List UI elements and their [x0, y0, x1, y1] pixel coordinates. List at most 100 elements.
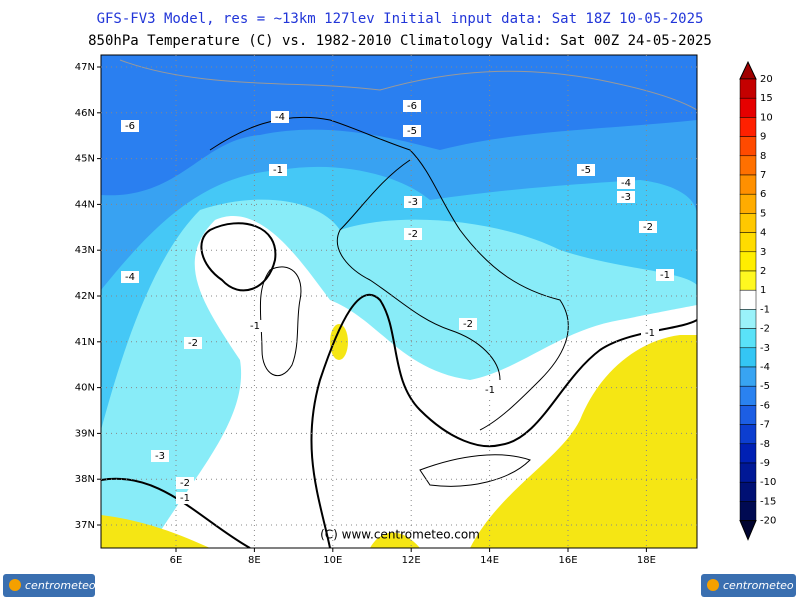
- credit: (C) www.centrometeo.com: [320, 528, 480, 542]
- lat-label: 40N: [75, 383, 95, 394]
- colorbar-cell: [739, 309, 757, 329]
- colorbar-label: 5: [760, 208, 766, 219]
- lat-label: 45N: [75, 154, 95, 165]
- colorbar-cell: [739, 136, 757, 157]
- contour-label: -2: [463, 319, 473, 330]
- colorbar-label: 6: [760, 189, 766, 200]
- header-line2: 850hPa Temperature (C) vs. 1982-2010 Cli…: [88, 33, 712, 49]
- lon-label: 10E: [323, 555, 342, 566]
- lat-label: 46N: [75, 108, 95, 119]
- lon-label: 6E: [170, 555, 183, 566]
- colorbar-label: -5: [760, 381, 770, 392]
- logo-text: centrometeo: [723, 579, 794, 592]
- colorbar-label: -15: [760, 496, 776, 507]
- colorbar-cell: [739, 117, 757, 137]
- colorbar-cell: [739, 347, 757, 368]
- colorbar-label: 3: [760, 247, 766, 258]
- header-line1: GFS-FV3 Model, res = ~13km 127lev Initia…: [97, 11, 704, 27]
- contour-label: -1: [250, 321, 260, 332]
- contour-label-bg: [577, 164, 595, 176]
- contour-label: -3: [408, 197, 418, 208]
- colorbar-cell: [739, 97, 757, 118]
- contour-label-bg: [403, 125, 421, 137]
- colorbar-label: 15: [760, 93, 773, 104]
- colorbar-label: -3: [760, 343, 770, 354]
- colorbar-cell: [739, 270, 757, 291]
- contour-label: -4: [275, 112, 285, 123]
- contour-label-bg: [404, 228, 422, 240]
- colorbar-label: 9: [760, 132, 766, 143]
- contour-label-bg: [151, 450, 169, 462]
- colorbar-cell: [739, 232, 757, 253]
- colorbar-cell: [739, 155, 757, 176]
- contour-label-bg: [617, 177, 635, 189]
- lat-label: 41N: [75, 337, 95, 348]
- contour-label-bg: [176, 477, 194, 489]
- colorbar-cell: [739, 78, 757, 99]
- map-field: [101, 55, 697, 548]
- colorbar-label: -2: [760, 324, 770, 335]
- colorbar-cell: [739, 501, 757, 521]
- colorbar-label: 1: [760, 285, 766, 296]
- map-frame: [100, 54, 698, 549]
- colorbar-cell: [739, 481, 757, 502]
- logo-right: centrometeo: [701, 574, 796, 597]
- colorbar-label: -7: [760, 420, 770, 431]
- colorbar-label: 7: [760, 170, 766, 181]
- contour-label: -4: [621, 178, 631, 189]
- lon-label: 12E: [402, 555, 421, 566]
- contour-label: -1: [660, 270, 670, 281]
- contour-label-bg: [176, 492, 194, 504]
- colorbar-cell: [739, 251, 757, 272]
- contour-label: -1: [180, 493, 190, 504]
- colorbar-cell: [739, 520, 757, 541]
- contour-label: -3: [621, 192, 631, 203]
- contour-label-bg: [641, 327, 659, 339]
- contour-label: -1: [273, 165, 283, 176]
- contour-label-bg: [269, 164, 287, 176]
- colorbar-cell: [739, 328, 757, 349]
- colorbar-cell: [739, 424, 757, 445]
- lat-label: 37N: [75, 520, 95, 531]
- contour-label-bg: [639, 221, 657, 233]
- contour-label-bg: [481, 384, 499, 396]
- colorbar-cell: [739, 405, 757, 425]
- contour-label-bg: [271, 111, 289, 123]
- contour-label-bg: [184, 337, 202, 349]
- contour-label: -2: [408, 229, 418, 240]
- colorbar-label: 2: [760, 266, 766, 277]
- contour-label-bg: [617, 191, 635, 203]
- colorbar-label: 8: [760, 151, 766, 162]
- contour-label: -2: [643, 222, 653, 233]
- colorbar-cell: [739, 60, 757, 80]
- contour-label: -1: [645, 328, 655, 339]
- colorbar-label: -20: [760, 516, 776, 527]
- colorbar-label: 10: [760, 112, 773, 123]
- lat-label: 44N: [75, 199, 95, 210]
- contour-label: -6: [125, 121, 135, 132]
- contour-label: -2: [188, 338, 198, 349]
- contour-label: -1: [485, 385, 495, 396]
- logo-text: centrometeo: [25, 579, 96, 592]
- lat-label: 42N: [75, 291, 95, 302]
- contour-label: -4: [125, 272, 135, 283]
- contour-label: -2: [180, 478, 190, 489]
- colorbar-label: 4: [760, 228, 766, 239]
- colorbar-label: -1: [760, 304, 770, 315]
- contour-label-bg: [656, 269, 674, 281]
- colorbar-label: -6: [760, 400, 770, 411]
- contour-label: -5: [581, 165, 591, 176]
- lon-label: 8E: [248, 555, 261, 566]
- lon-label: 16E: [558, 555, 577, 566]
- colorbar-cell: [739, 193, 757, 214]
- colorbar-cell: [739, 462, 757, 483]
- colorbar-cell: [739, 366, 757, 387]
- lon-label: 18E: [637, 555, 656, 566]
- contour-label: -3: [155, 451, 165, 462]
- lat-label: 39N: [75, 428, 95, 439]
- colorbar-cell: [739, 289, 757, 310]
- lat-label: 38N: [75, 474, 95, 485]
- colorbar-label: -10: [760, 477, 776, 488]
- contour-label-bg: [404, 196, 422, 208]
- contour-label-bg: [121, 120, 139, 132]
